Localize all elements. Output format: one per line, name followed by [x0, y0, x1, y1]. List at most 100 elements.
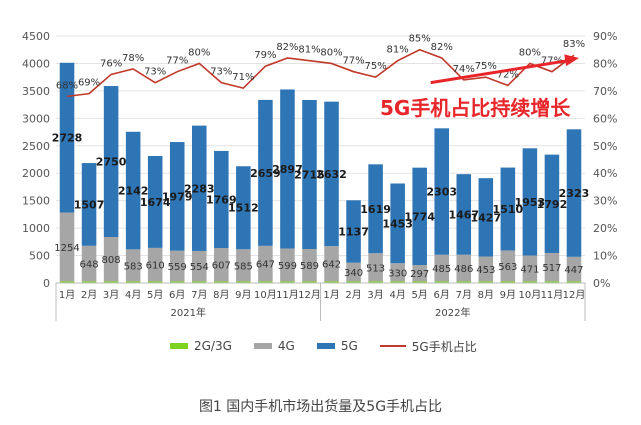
bar-5g [59, 62, 75, 213]
legend-item-2g3g: 2G/3G [170, 339, 232, 353]
y-left-tick-label: 500 [29, 250, 50, 263]
bar-4g [522, 255, 538, 282]
y-left-tick-label: 3000 [22, 112, 50, 125]
data-label-ratio: 77% [166, 56, 188, 67]
x-tick-label: 8月 [478, 289, 494, 301]
bar-4g [214, 248, 229, 282]
bar-5g [390, 183, 405, 264]
data-label-ratio: 75% [475, 61, 497, 72]
bar-2g3g [81, 281, 97, 283]
legend-swatch-5g [316, 343, 335, 349]
data-label-4g: 485 [432, 264, 451, 275]
bar-4g [390, 263, 405, 282]
data-label-5g: 2659 [250, 167, 281, 180]
trend-arrow-head [564, 54, 579, 67]
bar-5g [236, 166, 251, 250]
bar-5g [500, 167, 516, 251]
bar-2g3g [59, 281, 75, 283]
bar-2g3g [169, 281, 185, 283]
legend-label-2g3g: 2G/3G [194, 339, 232, 353]
data-label-5g: 1674 [140, 196, 171, 209]
data-label-5g: 1769 [206, 193, 237, 206]
bar-5g [169, 142, 185, 251]
data-label-4g: 599 [278, 261, 297, 272]
data-label-4g: 447 [564, 265, 583, 276]
data-label-ratio: 77% [342, 56, 364, 67]
data-label-4g: 642 [322, 260, 341, 271]
bar-4g [544, 252, 560, 282]
bar-5g [544, 154, 560, 253]
bar-4g [191, 250, 207, 282]
bar-4g [346, 262, 361, 282]
data-label-ratio: 74% [453, 64, 475, 75]
data-label-ratio: 69% [78, 78, 100, 89]
data-label-ratio: 82% [276, 42, 298, 53]
bar-5g [147, 155, 163, 248]
legend-swatch-ratio [379, 345, 406, 347]
x-tick-label: 4月 [125, 289, 141, 301]
x-tick-label: 10月 [254, 289, 277, 301]
bar-4g [103, 237, 119, 282]
data-label-4g: 583 [124, 261, 143, 272]
bar-5g [368, 164, 383, 254]
data-label-4g: 517 [542, 263, 561, 274]
x-tick-label: 5月 [147, 289, 163, 301]
data-label-4g: 647 [256, 260, 275, 271]
bar-2g3g [258, 281, 273, 283]
data-label-ratio: 72% [497, 69, 519, 80]
data-label-4g: 808 [102, 255, 121, 266]
data-label-5g: 2303 [426, 186, 457, 199]
bar-5g [456, 174, 472, 255]
y-right-tick-label: 80% [593, 57, 617, 70]
data-label-ratio: 80% [519, 47, 541, 58]
data-label-ratio: 80% [188, 47, 210, 58]
bar-4g [147, 247, 163, 282]
year-group-label: 2022年 [435, 306, 470, 319]
legend-label-4g: 4G [277, 339, 295, 353]
legend-item-ratio: 5G手机占比 [379, 338, 477, 355]
bar-5g [302, 100, 317, 250]
x-tick-label: 12月 [563, 289, 586, 301]
y-left-tick-label: 4000 [22, 57, 50, 70]
y-right-tick-label: 40% [593, 167, 617, 180]
data-label-4g: 610 [146, 261, 165, 272]
data-label-5g: 1953 [515, 196, 546, 209]
data-label-ratio: 81% [298, 45, 320, 56]
x-tick-label: 9月 [235, 289, 251, 301]
bar-5g [258, 99, 273, 246]
bar-4g [324, 246, 339, 282]
y-left-tick-label: 4500 [22, 30, 50, 43]
x-tick-label: 10月 [519, 289, 542, 301]
bar-4g [368, 253, 383, 282]
x-tick-label: 12月 [298, 289, 321, 301]
data-label-ratio: 78% [122, 53, 144, 64]
bar-5g [81, 163, 97, 246]
legend-item-4g: 4G [253, 339, 295, 353]
data-label-5g: 1979 [162, 190, 193, 203]
x-tick-label: 3月 [367, 289, 383, 301]
bar-5g [324, 101, 339, 247]
data-label-ratio: 68% [56, 80, 78, 91]
data-label-5g: 1137 [338, 225, 369, 238]
bar-5g [103, 86, 119, 238]
data-label-4g: 340 [344, 268, 363, 279]
data-label-4g: 297 [410, 269, 429, 280]
y-left-tick-label: 1500 [22, 195, 50, 208]
bar-4g [500, 250, 516, 282]
bar-5g [191, 125, 207, 251]
y-left-tick-label: 0 [43, 277, 50, 290]
data-label-5g: 2632 [316, 168, 347, 181]
bar-2g3g [478, 281, 494, 283]
bar-2g3g [544, 281, 560, 283]
data-label-ratio: 79% [254, 50, 276, 61]
x-tick-label: 11月 [276, 289, 299, 301]
y-right-tick-label: 60% [593, 112, 617, 125]
bar-2g3g [147, 281, 163, 283]
bar-4g [258, 245, 273, 282]
bar-5g [125, 131, 141, 250]
x-tick-label: 7月 [191, 289, 207, 301]
y-left-tick-label: 2500 [22, 140, 50, 153]
data-label-5g: 1507 [74, 198, 105, 211]
data-label-4g: 589 [300, 261, 319, 272]
y-right-tick-label: 90% [593, 30, 617, 43]
